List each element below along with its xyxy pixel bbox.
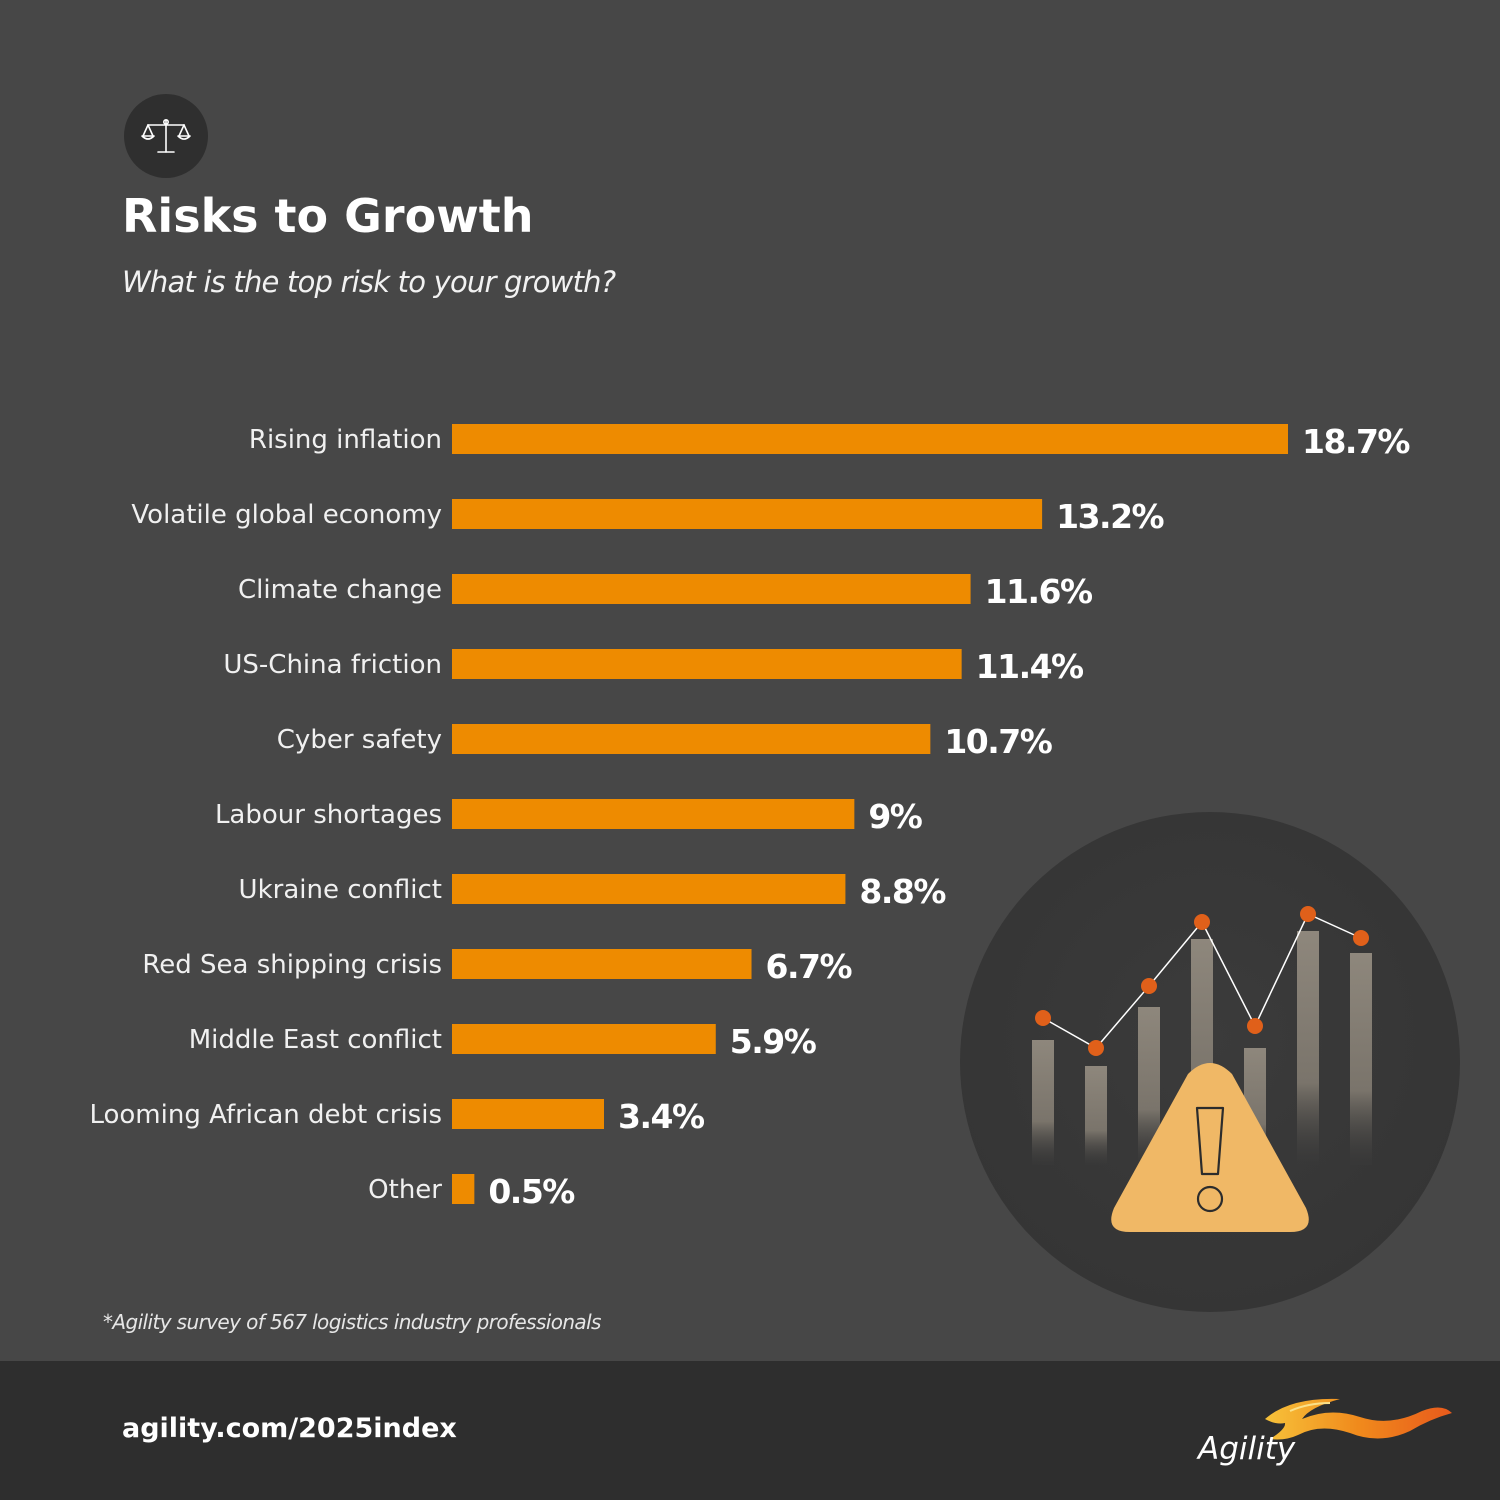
bar-chart: Rising inflation 18.7% Volatile global eco…: [89, 422, 1411, 1211]
logo-text: Agility: [1198, 1431, 1296, 1467]
value-label: 0.5%: [488, 1172, 575, 1211]
value-label: 6.7%: [766, 947, 853, 986]
footnote: *Agility survey of 567 logistics industr…: [103, 1310, 601, 1334]
category-label: Looming African debt crisis: [89, 1100, 442, 1130]
value-label: 13.2%: [1056, 497, 1164, 536]
bar: [452, 499, 1043, 529]
value-label: 5.9%: [730, 1022, 817, 1061]
bar: [452, 424, 1288, 454]
category-label: Other: [368, 1175, 442, 1205]
bar: [452, 1099, 604, 1129]
bar: [452, 1174, 475, 1204]
agility-logo: Agility: [1190, 1389, 1460, 1479]
category-label: Labour shortages: [215, 800, 442, 830]
value-label: 18.7%: [1302, 422, 1410, 461]
bar: [452, 724, 931, 754]
scales-icon: [124, 94, 208, 178]
page-title: Risks to Growth: [122, 189, 534, 243]
bar: [452, 949, 752, 979]
bar: [452, 1024, 716, 1054]
value-label: 11.6%: [985, 572, 1093, 611]
category-label: Red Sea shipping crisis: [142, 950, 442, 980]
category-label: Climate change: [238, 575, 442, 605]
footer-bar: agility.com/2025index Agility: [0, 1361, 1500, 1500]
category-label: Ukraine conflict: [239, 875, 442, 905]
footer-url[interactable]: agility.com/2025index: [122, 1413, 457, 1444]
bar: [452, 874, 846, 904]
category-label: Volatile global economy: [131, 500, 442, 530]
category-label: US-China friction: [223, 650, 442, 680]
bar: [452, 574, 971, 604]
category-label: Rising inflation: [249, 425, 442, 455]
value-label: 9%: [868, 797, 922, 836]
value-label: 8.8%: [859, 872, 946, 911]
value-label: 11.4%: [976, 647, 1084, 686]
value-label: 3.4%: [618, 1097, 705, 1136]
category-label: Middle East conflict: [189, 1025, 442, 1055]
bar: [452, 649, 962, 679]
bar: [452, 799, 855, 829]
page-subtitle: What is the top risk to your growth?: [122, 265, 616, 299]
value-label: 10.7%: [944, 722, 1052, 761]
category-label: Cyber safety: [277, 725, 442, 755]
warning-chart-icon: [960, 812, 1460, 1312]
